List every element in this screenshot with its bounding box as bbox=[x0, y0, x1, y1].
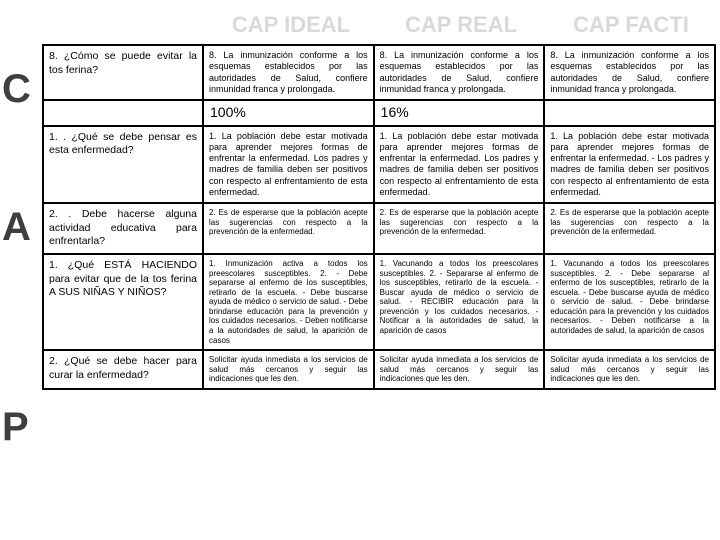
side-letter-p: P bbox=[2, 405, 29, 450]
real-cell: 8. La inmunización conforme a los esquem… bbox=[374, 45, 545, 100]
question-cell: 1. ¿Qué ESTÁ HACIENDO para evitar que de… bbox=[43, 254, 203, 350]
facti-cell: 2. Es de esperarse que la población acep… bbox=[544, 203, 715, 254]
header-ideal: CAP IDEAL bbox=[206, 8, 376, 42]
ideal-pct: 100% bbox=[203, 100, 374, 126]
real-pct: 16% bbox=[374, 100, 545, 126]
facti-pct bbox=[544, 100, 715, 126]
cap-grid: 8. ¿Cómo se puede evitar la tos ferina? … bbox=[42, 44, 716, 390]
question-cell bbox=[43, 100, 203, 126]
side-labels: C A P bbox=[2, 55, 42, 535]
ideal-cell: 1. Inmunización activa a todos los prees… bbox=[203, 254, 374, 350]
real-cell: Solicitar ayuda inmediata a los servicio… bbox=[374, 350, 545, 389]
real-cell: 1. Vacunando a todos los preescolares su… bbox=[374, 254, 545, 350]
ideal-cell: 8. La inmunización conforme a los esquem… bbox=[203, 45, 374, 100]
ideal-cell: 1. La población debe estar motivada para… bbox=[203, 126, 374, 204]
facti-cell: Solicitar ayuda inmediata a los servicio… bbox=[544, 350, 715, 389]
side-letter-c: C bbox=[2, 67, 31, 112]
header-real: CAP REAL bbox=[376, 8, 546, 42]
header-facti: CAP FACTI bbox=[546, 8, 716, 42]
facti-cell: 8. La inmunización conforme a los esquem… bbox=[544, 45, 715, 100]
real-cell: 1. La población debe estar motivada para… bbox=[374, 126, 545, 204]
column-headers: CAP IDEAL CAP REAL CAP FACTI bbox=[206, 8, 716, 42]
question-cell: 1. . ¿Qué se debe pensar es esta enferme… bbox=[43, 126, 203, 204]
question-cell: 8. ¿Cómo se puede evitar la tos ferina? bbox=[43, 45, 203, 100]
real-cell: 2. Es de esperarse que la población acep… bbox=[374, 203, 545, 254]
question-cell: 2. . Debe hacerse alguna actividad educa… bbox=[43, 203, 203, 254]
facti-cell: 1. Vacunando a todos los preescolares su… bbox=[544, 254, 715, 350]
question-cell: 2. ¿Qué se debe hacer para curar la enfe… bbox=[43, 350, 203, 389]
ideal-cell: 2. Es de esperarse que la población acep… bbox=[203, 203, 374, 254]
ideal-cell: Solicitar ayuda inmediata a los servicio… bbox=[203, 350, 374, 389]
side-letter-a: A bbox=[2, 205, 31, 250]
facti-cell: 1. La población debe estar motivada para… bbox=[544, 126, 715, 204]
